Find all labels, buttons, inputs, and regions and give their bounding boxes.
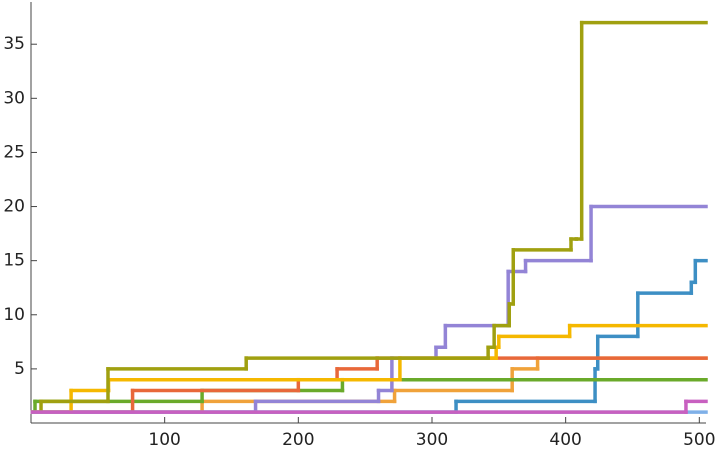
x-tick-label: 200 — [282, 430, 314, 450]
y-tick-label: 15 — [3, 251, 25, 271]
y-tick-label: 20 — [3, 197, 25, 217]
y-tick-label: 5 — [14, 359, 25, 379]
x-tick-label: 100 — [148, 430, 180, 450]
y-tick-label: 30 — [3, 88, 25, 108]
y-tick-label: 10 — [3, 305, 25, 325]
x-tick-label: 300 — [416, 430, 448, 450]
x-tick-label: 400 — [549, 430, 581, 450]
y-tick-label: 35 — [3, 34, 25, 54]
x-tick-label: 500 — [683, 430, 715, 450]
y-tick-label: 25 — [3, 142, 25, 162]
